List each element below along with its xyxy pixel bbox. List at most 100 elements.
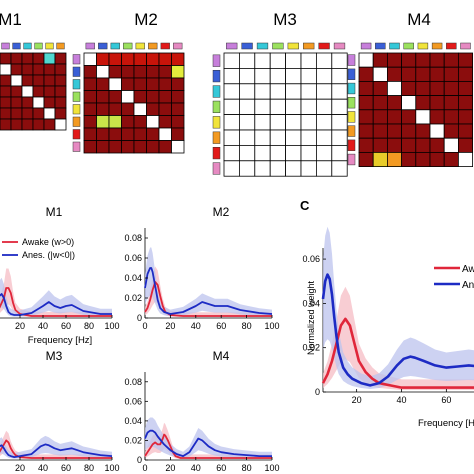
- matrix-4-channel-swatch: [375, 42, 386, 50]
- matrix-2-cell: [171, 77, 185, 91]
- matrix-2-cell: [108, 77, 122, 91]
- matrix-1-cell: [54, 107, 67, 120]
- plot-2-y-tick-label: 0.04: [124, 273, 142, 283]
- matrix-4-cell: [386, 52, 402, 68]
- matrix-2-channel-swatch: [85, 42, 95, 50]
- matrix-1-cell: [54, 85, 67, 98]
- matrix-title-m2: M2: [134, 10, 158, 29]
- matrix-3-channel-swatch: [272, 42, 284, 50]
- matrix-3-cell: [315, 144, 333, 162]
- plot-4-series-2-band: [145, 417, 272, 459]
- matrix-4-row-swatch: [347, 82, 356, 95]
- matrix-4-channel-swatch: [389, 42, 400, 50]
- matrix-2-cell: [108, 127, 122, 141]
- matrix-1-channel-swatch: [34, 42, 43, 50]
- matrix-3-cell: [315, 68, 333, 85]
- matrix-3-cell: [331, 83, 348, 100]
- matrix-4-cell: [457, 137, 473, 153]
- matrix-2-cell: [121, 115, 135, 129]
- matrix-4-cell: [415, 81, 431, 97]
- matrix-2-cell: [158, 115, 172, 129]
- matrix-2-cell: [121, 52, 135, 66]
- matrix-1-cell: [54, 118, 67, 131]
- panel-c-legend-anes: An: [462, 280, 474, 291]
- matrix-4-cell: [401, 52, 417, 68]
- matrix-3-cell: [285, 114, 302, 131]
- matrix-2-cell: [96, 90, 110, 104]
- matrix-1-cell: [43, 96, 56, 109]
- matrix-3-cell: [223, 160, 240, 177]
- panel-c-y-tick-label: 0.04: [302, 298, 320, 308]
- matrix-2-cell: [96, 115, 110, 129]
- matrix-1-cell: [10, 74, 23, 87]
- matrix-1-cell: [0, 74, 12, 87]
- matrix-3-cell: [254, 98, 271, 115]
- plot-1-x-tick-label: 40: [38, 321, 48, 331]
- plot-2-x-tick-label: 40: [191, 321, 201, 331]
- matrix-1-cell: [32, 85, 45, 98]
- matrix-1-cell: [21, 118, 34, 131]
- matrix-1-channel-swatch: [23, 42, 32, 50]
- matrix-2-cell: [83, 65, 97, 79]
- matrix-1-cell: [0, 96, 12, 109]
- plot-4-y-tick-label: 0: [137, 455, 142, 465]
- matrix-3-cell: [285, 129, 302, 146]
- matrix-1-cell: [0, 85, 12, 98]
- plot-xlabel-m1: Frequency [Hz]: [28, 335, 92, 346]
- matrix-3-cell: [223, 83, 240, 100]
- matrix-4-cell: [358, 137, 374, 153]
- matrix-2-cell: [146, 115, 160, 129]
- matrix-2-row-swatch: [72, 54, 81, 65]
- matrix-1-cell: [32, 74, 45, 87]
- matrix-3-channel-swatch: [303, 42, 315, 50]
- panel-c-series-1-line: [321, 317, 474, 389]
- matrix-3-cell: [269, 68, 287, 85]
- matrix-3-cell: [285, 144, 302, 162]
- plot-1-series-2-band: [0, 277, 112, 317]
- matrix-3-cell: [300, 114, 317, 131]
- matrix-2-row-swatch: [72, 79, 81, 90]
- matrix-3-cell: [269, 52, 287, 69]
- matrix-2-cell: [171, 115, 185, 129]
- matrix-4-row-swatch: [347, 54, 356, 66]
- matrix-3-cell: [331, 129, 348, 146]
- plot-1-x-tick-label: 100: [104, 321, 119, 331]
- matrix-2-channel-swatch: [110, 42, 120, 50]
- matrix-3-cell: [300, 129, 317, 146]
- matrix-3-cell: [238, 52, 256, 69]
- matrix-2-cell: [158, 65, 172, 79]
- matrix-3-row-swatch: [212, 162, 221, 175]
- matrix-3-cell: [254, 68, 271, 85]
- matrix-4-cell: [457, 81, 473, 97]
- plot-4-x-tick-label: 40: [191, 463, 201, 473]
- plot-title-m2: M2: [213, 205, 230, 219]
- matrix-2-cell: [158, 90, 172, 104]
- matrix-4-cell: [429, 109, 445, 125]
- plot-4-x-tick-label: 60: [216, 463, 226, 473]
- plot-4-y-tick-label: 0.04: [124, 416, 142, 426]
- matrix-2-cell: [83, 102, 97, 116]
- matrix-1-cell: [21, 96, 34, 109]
- matrix-2-cell: [96, 65, 110, 79]
- plot-3-x-tick-label: 60: [61, 463, 71, 473]
- matrix-3-cell: [285, 160, 302, 177]
- matrix-2-cell: [96, 77, 110, 91]
- matrix-4-cell: [401, 137, 417, 153]
- matrix-1-cell: [10, 85, 23, 98]
- matrix-1-cell: [21, 74, 34, 87]
- matrix-2-cell: [171, 90, 185, 104]
- matrix-4-cell: [429, 81, 445, 97]
- matrix-title-m1: M1: [0, 10, 22, 29]
- matrix-3-channel-swatch: [241, 42, 253, 50]
- matrix-4-cell: [401, 109, 417, 125]
- matrix-3-cell: [269, 83, 287, 100]
- plot-title-m1: M1: [46, 205, 63, 219]
- matrix-3-cell: [223, 144, 240, 162]
- matrix-4-cell: [358, 66, 374, 82]
- matrix-2-channel-swatch: [173, 42, 183, 50]
- plot-4-x-tick-label: 20: [165, 463, 175, 473]
- matrix-3-cell: [300, 83, 317, 100]
- matrix-2-cell: [83, 77, 97, 91]
- matrix-1-cell: [21, 85, 34, 98]
- matrix-2-cell: [146, 77, 160, 91]
